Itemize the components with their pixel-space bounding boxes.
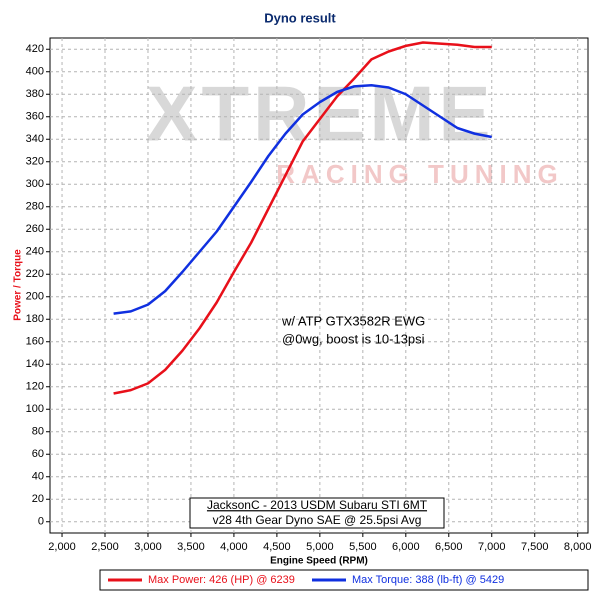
x-tick-label: 6,000 [392, 541, 420, 553]
y-tick-label: 280 [26, 201, 44, 213]
annotation: w/ ATP GTX3582R EWG [281, 313, 425, 328]
note: v28 4th Gear Dyno SAE @ 25.5psi Avg [213, 513, 422, 527]
y-tick-label: 200 [26, 291, 44, 303]
x-tick-label: 4,500 [263, 541, 291, 553]
x-tick-label: 5,000 [306, 541, 334, 553]
y-tick-label: 60 [32, 448, 44, 460]
y-tick-label: 260 [26, 223, 44, 235]
y-tick-label: 80 [32, 426, 44, 438]
x-tick-label: 6,500 [435, 541, 463, 553]
y-tick-label: 300 [26, 178, 44, 190]
legend-label: Max Torque: 388 (lb-ft) @ 5429 [352, 574, 504, 586]
y-tick-label: 40 [32, 471, 44, 483]
y-tick-label: 120 [26, 381, 44, 393]
y-tick-label: 320 [26, 156, 44, 168]
annotation: @0wg, boost is 10-13psi [282, 331, 425, 346]
y-tick-label: 420 [26, 43, 44, 55]
x-tick-label: 7,500 [521, 541, 549, 553]
watermark: XTREME RACING TUNING [145, 70, 557, 189]
x-axis-label: Engine Speed (RPM) [270, 556, 368, 567]
x-tick-label: 7,000 [478, 541, 506, 553]
y-tick-label: 220 [26, 268, 44, 280]
y-tick-label: 140 [26, 358, 44, 370]
y-axis-label: Power / Torque [13, 249, 24, 321]
y-tick-label: 380 [26, 88, 44, 100]
x-tick-label: 3,000 [134, 541, 162, 553]
x-tick-label: 4,000 [220, 541, 248, 553]
y-tick-label: 360 [26, 111, 44, 123]
y-tick-label: 340 [26, 133, 44, 145]
series-line [113, 41, 492, 395]
chart-title: Dyno result [264, 10, 336, 25]
watermark-logo: XTREME [145, 70, 494, 158]
note-box [189, 497, 445, 529]
y-tick-label: 100 [26, 403, 44, 415]
y-tick-label: 0 [38, 516, 44, 528]
y-tick-label: 20 [32, 493, 44, 505]
x-tick-label: 8,000 [564, 541, 592, 553]
x-tick-label: 2,000 [48, 541, 76, 553]
series-line [113, 84, 492, 315]
x-tick-label: 2,500 [91, 541, 119, 553]
y-tick-label: 160 [26, 336, 44, 348]
x-tick-label: 5,500 [349, 541, 377, 553]
y-tick-label: 180 [26, 313, 44, 325]
legend-label: Max Power: 426 (HP) @ 6239 [148, 574, 295, 586]
y-tick-label: 240 [26, 246, 44, 258]
y-tick-label: 400 [26, 66, 44, 78]
note: JacksonC - 2013 USDM Subaru STI 6MT [207, 498, 428, 512]
x-tick-label: 3,500 [177, 541, 205, 553]
